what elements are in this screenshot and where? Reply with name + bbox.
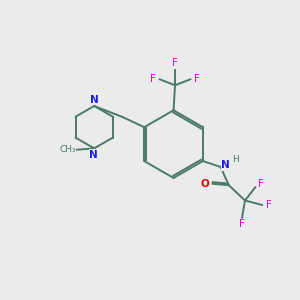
Text: CH₃: CH₃ bbox=[59, 145, 76, 154]
Text: F: F bbox=[172, 58, 178, 68]
Text: F: F bbox=[266, 200, 272, 210]
Text: N: N bbox=[221, 160, 230, 170]
Text: N: N bbox=[90, 94, 99, 104]
Text: F: F bbox=[194, 74, 200, 84]
Text: H: H bbox=[232, 155, 239, 164]
Text: F: F bbox=[258, 179, 264, 189]
Text: F: F bbox=[239, 219, 245, 229]
Text: N: N bbox=[89, 150, 98, 160]
Text: F: F bbox=[150, 74, 156, 84]
Text: O: O bbox=[201, 179, 210, 189]
